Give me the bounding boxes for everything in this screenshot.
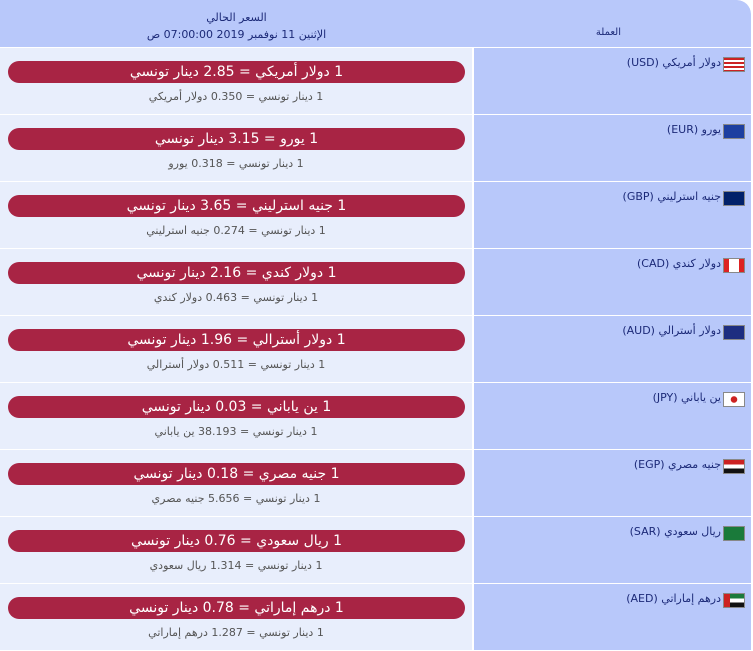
currency-name[interactable]: جنيه مصري (EGP) (633, 458, 721, 471)
currency-cell: يورو (EUR) (474, 115, 751, 181)
table-row: 1 درهم إماراتي = 0.78 دينار تونسي 1 دينا… (0, 584, 751, 650)
rate-pill: 1 دولار أسترالي = 1.96 دينار تونسي (8, 329, 465, 351)
currency-name[interactable]: درهم إماراتي (AED) (626, 592, 721, 605)
currency-name[interactable]: دولار أسترالي (AUD) (622, 324, 721, 337)
currency-cell: دولار أمريكي (USD) (474, 48, 751, 114)
currency-cell: درهم إماراتي (AED) (474, 584, 751, 650)
inverse-rate: 1 دينار تونسي = 38.193 ين ياباني (154, 425, 318, 438)
currency-cell: جنيه مصري (EGP) (474, 450, 751, 516)
inverse-rate: 1 دينار تونسي = 1.314 ريال سعودي (149, 559, 323, 572)
price-title: السعر الحالي (206, 11, 267, 24)
rate-pill: 1 يورو = 3.15 دينار تونسي (8, 128, 465, 150)
rate-pill: 1 درهم إماراتي = 0.78 دينار تونسي (8, 597, 465, 619)
currency-name[interactable]: دولار أمريكي (USD) (626, 56, 721, 69)
inverse-rate: 1 دينار تونسي = 0.350 دولار أمريكي (148, 90, 324, 103)
us-flag-icon (723, 57, 745, 72)
eu-flag-icon (723, 124, 745, 139)
inverse-rate: 1 دينار تونسي = 0.318 يورو (168, 157, 304, 170)
table-row: 1 يورو = 3.15 دينار تونسي 1 دينار تونسي … (0, 115, 751, 181)
rate-pill: 1 جنيه استرليني = 3.65 دينار تونسي (8, 195, 465, 217)
uae-flag-icon (723, 593, 745, 608)
inverse-rate: 1 دينار تونسي = 0.511 دولار أسترالي (146, 358, 326, 371)
table-header: السعر الحالي الإثنين 11 نوفمبر 2019 07:0… (0, 0, 751, 47)
egypt-flag-icon (723, 459, 745, 474)
table-row: 1 دولار أسترالي = 1.96 دينار تونسي 1 دين… (0, 316, 751, 382)
inverse-rate: 1 دينار تونسي = 5.656 جنيه مصري (151, 492, 321, 505)
rate-cell: 1 درهم إماراتي = 0.78 دينار تونسي 1 دينا… (0, 584, 472, 650)
currency-cell: دولار أسترالي (AUD) (474, 316, 751, 382)
datetime: الإثنين 11 نوفمبر 2019 07:00:00 ص (146, 28, 327, 41)
currency-column-header: العملة (595, 27, 621, 38)
currency-cell: جنيه استرليني (GBP) (474, 182, 751, 248)
rate-cell: 1 ريال سعودي = 0.76 دينار تونسي 1 دينار … (0, 517, 472, 583)
rate-cell: 1 جنيه مصري = 0.18 دينار تونسي 1 دينار ت… (0, 450, 472, 516)
table-row: 1 ريال سعودي = 0.76 دينار تونسي 1 دينار … (0, 517, 751, 583)
currency-name[interactable]: ين ياباني (JPY) (652, 391, 721, 404)
table-row: 1 جنيه استرليني = 3.65 دينار تونسي 1 دين… (0, 182, 751, 248)
rate-cell: 1 دولار كندي = 2.16 دينار تونسي 1 دينار … (0, 249, 472, 315)
rate-pill: 1 جنيه مصري = 0.18 دينار تونسي (8, 463, 465, 485)
rate-pill: 1 ين ياباني = 0.03 دينار تونسي (8, 396, 465, 418)
uk-flag-icon (723, 191, 745, 206)
canada-flag-icon (723, 258, 745, 273)
currency-cell: ين ياباني (JPY) (474, 383, 751, 449)
japan-flag-icon (723, 392, 745, 407)
rate-cell: 1 جنيه استرليني = 3.65 دينار تونسي 1 دين… (0, 182, 472, 248)
table-row: 1 ين ياباني = 0.03 دينار تونسي 1 دينار ت… (0, 383, 751, 449)
table-row: 1 دولار أمريكي = 2.85 دينار تونسي 1 دينا… (0, 48, 751, 114)
rate-cell: 1 دولار أسترالي = 1.96 دينار تونسي 1 دين… (0, 316, 472, 382)
table-row: 1 جنيه مصري = 0.18 دينار تونسي 1 دينار ت… (0, 450, 751, 516)
rate-pill: 1 ريال سعودي = 0.76 دينار تونسي (8, 530, 465, 552)
rate-cell: 1 دولار أمريكي = 2.85 دينار تونسي 1 دينا… (0, 48, 472, 114)
currency-cell: دولار كندي (CAD) (474, 249, 751, 315)
australia-flag-icon (723, 325, 745, 340)
currency-cell: ريال سعودي (SAR) (474, 517, 751, 583)
table-row: 1 دولار كندي = 2.16 دينار تونسي 1 دينار … (0, 249, 751, 315)
inverse-rate: 1 دينار تونسي = 0.463 دولار كندي (153, 291, 319, 304)
saudi-flag-icon (723, 526, 745, 541)
currency-name[interactable]: جنيه استرليني (GBP) (622, 190, 721, 203)
rate-pill: 1 دولار أمريكي = 2.85 دينار تونسي (8, 61, 465, 83)
rate-cell: 1 يورو = 3.15 دينار تونسي 1 دينار تونسي … (0, 115, 472, 181)
rate-cell: 1 ين ياباني = 0.03 دينار تونسي 1 دينار ت… (0, 383, 472, 449)
price-column-header: السعر الحالي الإثنين 11 نوفمبر 2019 07:0… (0, 9, 473, 43)
inverse-rate: 1 دينار تونسي = 0.274 جنيه استرليني (146, 224, 326, 237)
rate-pill: 1 دولار كندي = 2.16 دينار تونسي (8, 262, 465, 284)
currency-name[interactable]: ريال سعودي (SAR) (629, 525, 721, 538)
currency-name[interactable]: يورو (EUR) (666, 123, 721, 136)
inverse-rate: 1 دينار تونسي = 1.287 درهم إماراتي (148, 626, 324, 639)
currency-name[interactable]: دولار كندي (CAD) (636, 257, 721, 270)
